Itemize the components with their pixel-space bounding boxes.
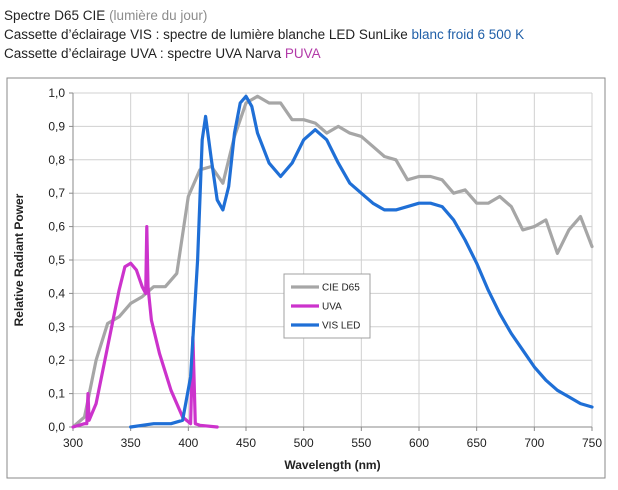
x-tick-label: 750 [582, 436, 602, 450]
caption-line-vis: Cassette d’éclairage VIS : spectre de lu… [4, 25, 524, 44]
caption-line-uva: Cassette d’éclairage UVA : spectre UVA N… [4, 44, 524, 63]
y-tick-label: 0,4 [48, 286, 65, 300]
x-tick-label: 500 [294, 436, 314, 450]
x-tick-label: 650 [467, 436, 487, 450]
chart-legend: CIE D65 UVA VIS LED [283, 273, 371, 339]
caption-line-d65: Spectre D65 CIE (lumière du jour) [4, 6, 524, 25]
chart-series [71, 94, 594, 429]
y-axis-title: Relative Radiant Power [12, 193, 26, 326]
x-tick-label: 300 [63, 436, 83, 450]
y-tick-label: 0,0 [48, 420, 65, 434]
series-line-cie-d65 [71, 94, 594, 429]
y-tick-label: 0,8 [48, 153, 65, 167]
legend-label-cie-d65: CIE D65 [322, 283, 360, 294]
caption-line-uva-text: Cassette d’éclairage UVA : spectre UVA N… [4, 46, 282, 61]
caption-line-d65-highlight: (lumière du jour) [109, 8, 208, 23]
y-tick-label: 1,0 [48, 86, 65, 100]
x-tick-label: 450 [236, 436, 256, 450]
y-tick-label: 0,6 [48, 220, 65, 234]
y-tick-label: 0,5 [48, 253, 65, 267]
x-tick-label: 400 [178, 436, 198, 450]
caption-line-uva-highlight: PUVA [284, 46, 321, 61]
caption-line-vis-highlight: blanc froid 6 500 K [411, 27, 525, 42]
chart-ticks: 0,0 0,1 0,2 0,3 0,4 0,5 0,6 0,7 0,8 0,9 1,0 300 350 4… [48, 86, 602, 450]
y-tick-label: 0,3 [48, 320, 65, 334]
x-tick-label: 350 [121, 436, 141, 450]
y-tick-label: 0,1 [48, 387, 65, 401]
y-tick-label: 0,2 [48, 353, 65, 367]
chart-caption: Spectre D65 CIE (lumière du jour) Casset… [4, 6, 524, 63]
x-axis-title: Wavelength (nm) [284, 458, 380, 472]
spectrum-chart: 0,0 0,1 0,2 0,3 0,4 0,5 0,6 0,7 0,8 0,9 1,0 300 350 4… [6, 77, 606, 479]
y-tick-label: 0,9 [48, 119, 65, 133]
legend-label-vis-led: VIS LED [322, 321, 360, 332]
legend-label-uva: UVA [322, 302, 342, 313]
y-tick-label: 0,7 [48, 186, 65, 200]
series-line-uva [71, 225, 219, 429]
caption-line-vis-text: Cassette d’éclairage VIS : spectre de lu… [4, 27, 408, 42]
chart-axes [69, 92, 593, 431]
series-line-vis-led [129, 94, 594, 429]
x-tick-label: 550 [351, 436, 371, 450]
x-tick-label: 600 [409, 436, 429, 450]
caption-line-d65-text: Spectre D65 CIE [4, 8, 106, 23]
x-tick-label: 700 [524, 436, 544, 450]
